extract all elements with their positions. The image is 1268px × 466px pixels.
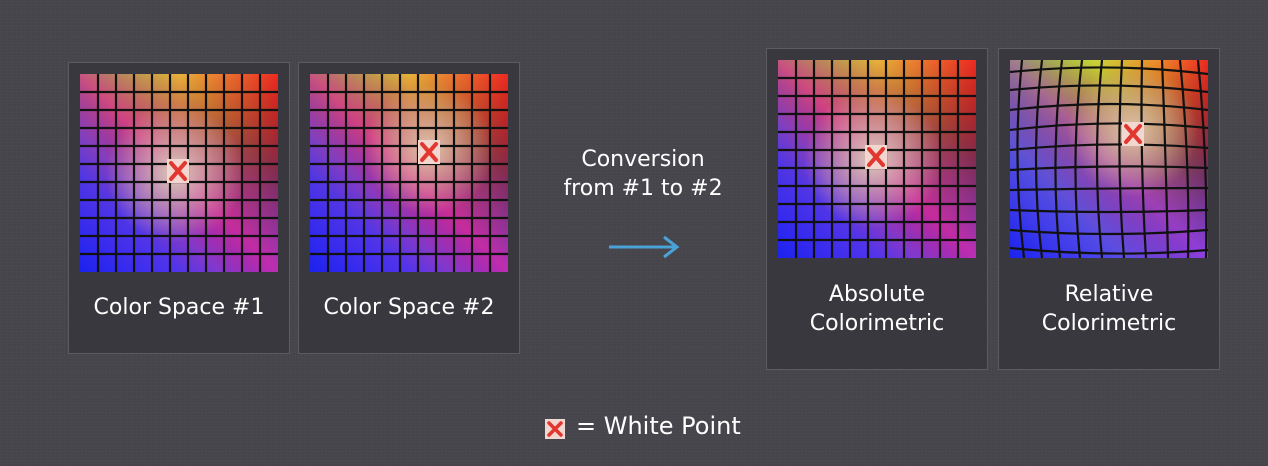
right-arrow-icon bbox=[609, 235, 680, 259]
relative-colorimetric-panel: Relative Colorimetric bbox=[998, 48, 1220, 370]
color-space-1-swatch bbox=[80, 74, 278, 272]
white-point-marker-icon bbox=[418, 140, 440, 164]
legend-text: = White Point bbox=[576, 412, 741, 440]
color-space-1-panel: Color Space #1 bbox=[68, 62, 290, 354]
absolute-colorimetric-label: Absolute Colorimetric bbox=[809, 282, 945, 336]
relative-colorimetric-swatch bbox=[1010, 60, 1208, 258]
color-space-2-grid bbox=[310, 74, 508, 272]
legend: = White Point bbox=[544, 409, 741, 443]
white-point-marker-icon bbox=[865, 145, 887, 169]
white-point-marker-icon bbox=[1122, 122, 1144, 146]
relative-colorimetric-warped-grid bbox=[1010, 60, 1208, 258]
relative-colorimetric-label: Relative Colorimetric bbox=[1041, 282, 1177, 336]
x-marker-icon bbox=[545, 419, 565, 439]
absolute-colorimetric-panel: Absolute Colorimetric bbox=[766, 48, 988, 370]
conversion-caption: Conversion from #1 to #2 bbox=[563, 147, 723, 201]
color-space-2-label: Color Space #2 bbox=[323, 295, 495, 320]
color-space-2-panel: Color Space #2 bbox=[298, 62, 520, 354]
white-point-marker-icon bbox=[167, 159, 189, 183]
color-space-1-label: Color Space #1 bbox=[93, 295, 265, 320]
absolute-colorimetric-grid bbox=[778, 60, 976, 258]
absolute-colorimetric-swatch bbox=[778, 60, 976, 258]
color-space-2-swatch bbox=[310, 74, 508, 272]
